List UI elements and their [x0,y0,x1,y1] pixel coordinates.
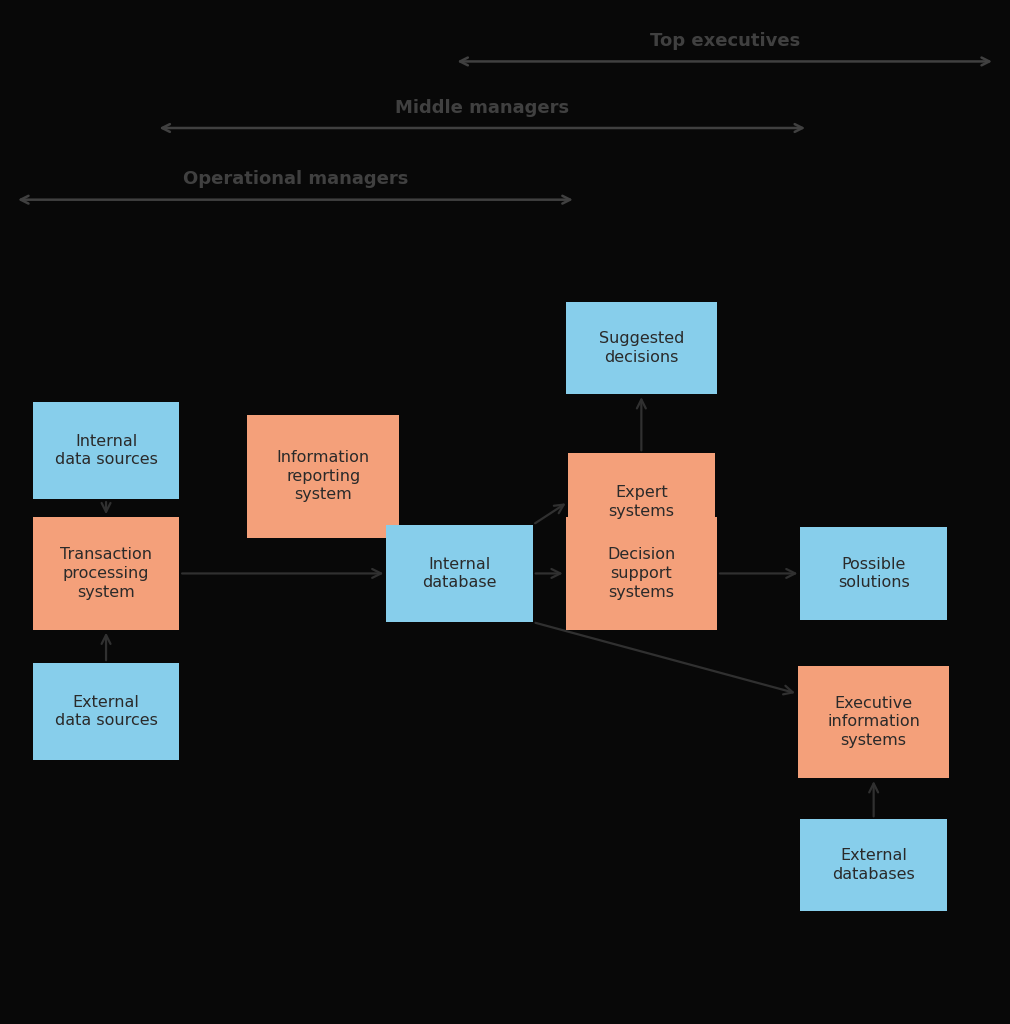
FancyBboxPatch shape [247,415,399,538]
Text: Transaction
processing
system: Transaction processing system [60,548,153,599]
FancyBboxPatch shape [800,819,947,911]
Text: External
databases: External databases [832,849,915,882]
Text: Middle managers: Middle managers [395,98,570,117]
FancyBboxPatch shape [32,401,180,499]
Text: Executive
information
systems: Executive information systems [827,696,920,748]
FancyBboxPatch shape [566,517,717,630]
Text: Expert
systems: Expert systems [608,485,675,518]
Text: Suggested
decisions: Suggested decisions [599,332,684,365]
Text: Possible
solutions: Possible solutions [837,557,910,590]
Text: Information
reporting
system: Information reporting system [277,451,370,502]
Text: Internal
database: Internal database [422,557,497,590]
FancyBboxPatch shape [798,666,949,778]
FancyBboxPatch shape [32,517,180,630]
FancyBboxPatch shape [800,527,947,620]
FancyBboxPatch shape [566,302,717,394]
Text: Decision
support
systems: Decision support systems [607,548,676,599]
FancyBboxPatch shape [568,453,715,551]
Text: External
data sources: External data sources [55,695,158,728]
FancyBboxPatch shape [32,664,180,760]
Text: Internal
data sources: Internal data sources [55,434,158,467]
FancyBboxPatch shape [386,524,533,622]
Text: Top executives: Top executives [649,32,800,50]
Text: Operational managers: Operational managers [183,170,408,188]
